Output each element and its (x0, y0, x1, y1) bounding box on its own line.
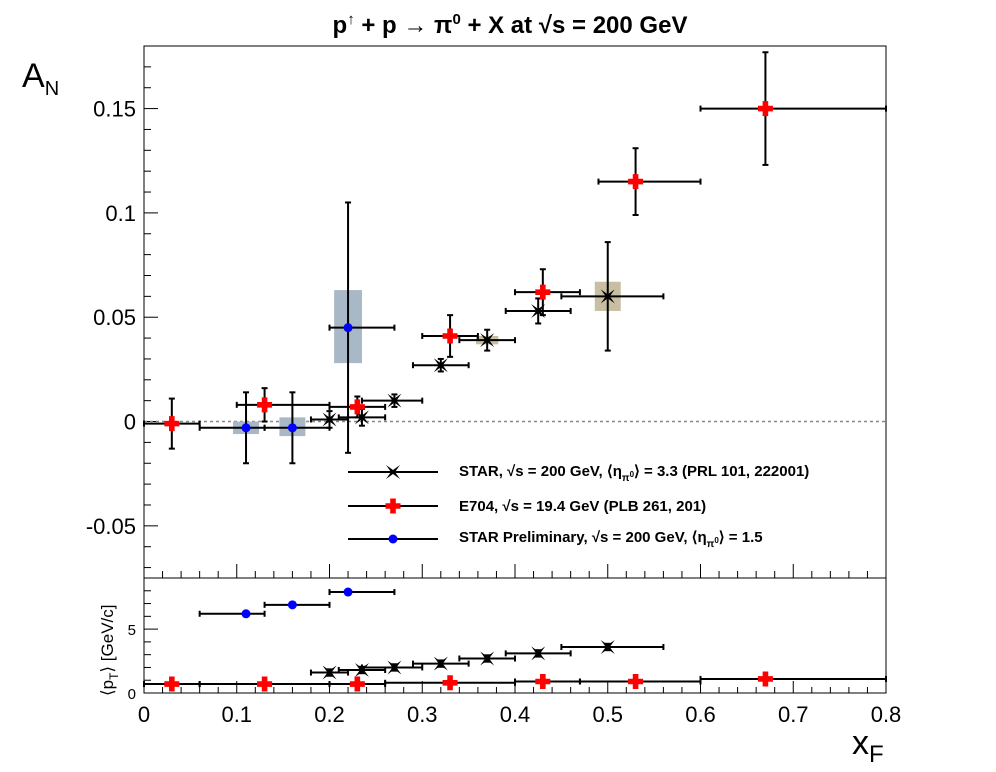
top-ytick-label: 0.1 (105, 201, 136, 226)
legend-marker-prelim (388, 534, 398, 544)
top-ytick-label: 0 (124, 410, 136, 435)
top-ytick-label: -0.05 (86, 514, 136, 539)
bottom-ytick-label: 0 (128, 686, 136, 703)
marker-cross (349, 399, 365, 415)
marker-star (600, 289, 615, 304)
marker-star (480, 333, 495, 348)
legend-star-a: STAR, √s = 200 GeV, ⟨η (459, 463, 622, 480)
marker-circle (287, 423, 297, 433)
bottom-ytick-label: 5 (128, 622, 136, 639)
legend-prelim-subsup: 0 (714, 536, 719, 545)
xaxis-title-sub: F (869, 741, 884, 768)
marker-cross (164, 416, 180, 432)
marker-cross (257, 397, 273, 413)
bottom-xtick-label: 0.4 (500, 702, 531, 727)
marker-cross (628, 674, 644, 689)
pt-sub: T (107, 672, 121, 680)
marker-circle (241, 609, 251, 619)
bottom-xtick-label: 0 (138, 702, 150, 727)
bottom-xtick-label: 0.8 (871, 702, 902, 727)
bottom-xtick-label: 0.2 (314, 702, 345, 727)
title-end: + X at (461, 12, 539, 39)
legend-label-star: STAR, √s = 200 GeV, ⟨ηπ0⟩ = 3.3 (PRL 101… (459, 463, 809, 484)
bottom-axis-ticks: 0 0.1 0.2 0.3 0.4 0.5 0.6 0.7 0.8 0 5 (128, 577, 902, 727)
marker-circle (343, 323, 353, 333)
bottom-xtick-label: 0.7 (778, 702, 809, 727)
marker-cross (442, 328, 458, 344)
legend-marker-e704 (385, 498, 401, 514)
bottom-yaxis-title: ⟨pT⟩ [GeV/c] (98, 605, 121, 696)
title-zero: 0 (452, 11, 460, 28)
marker-star (386, 465, 400, 479)
marker-cross (349, 676, 365, 692)
top-ytick-label: 0.15 (93, 97, 136, 122)
legend-prelim-sub: π (707, 539, 715, 550)
legend-star-subsup: 0 (630, 470, 635, 479)
title-p: p (333, 12, 348, 39)
title-tail: = 200 GeV (565, 12, 687, 39)
chart-title: p↑ + p → π0 + X at √s = 200 GeV (333, 11, 688, 39)
top-ytick-label: 0.05 (93, 305, 136, 330)
legend-star-sub: π (622, 473, 630, 484)
top-axis-ticks: -0.05 0 0.05 0.1 0.15 (86, 45, 887, 578)
marker-cross (164, 676, 180, 692)
bottom-xtick-label: 0.1 (221, 702, 252, 727)
marker-cross (757, 101, 773, 117)
title-arrow: ↑ (347, 11, 355, 28)
legend-marker-star (386, 465, 400, 479)
yaxis-title: AN (22, 57, 59, 100)
marker-cross (442, 675, 458, 691)
pt-open: ⟨p (98, 680, 117, 696)
marker-circle (343, 587, 353, 597)
legend-prelim-a: STAR Preliminary, √s = 200 GeV, ⟨η (459, 529, 707, 546)
top-systematic-boxes (233, 281, 621, 437)
legend-prelim-b: ⟩ = 1.5 (719, 529, 763, 546)
top-data-points (143, 51, 887, 465)
bottom-xtick-label: 0.6 (685, 702, 716, 727)
marker-cross (385, 498, 401, 514)
bottom-xtick-label: 0.3 (407, 702, 438, 727)
pt-close: ⟩ [GeV/c] (98, 605, 117, 673)
bottom-xtick-label: 0.5 (592, 702, 623, 727)
yaxis-title-main: A (22, 57, 45, 95)
legend-label-e704: E704, √s = 19.4 GeV (PLB 261, 201) (459, 498, 706, 515)
marker-circle (287, 600, 297, 610)
marker-cross (535, 674, 551, 689)
marker-star (600, 640, 615, 654)
yaxis-title-sub: N (45, 78, 59, 100)
marker-cross (535, 284, 551, 300)
marker-cross (257, 676, 273, 692)
xaxis-title-main: x (852, 724, 869, 762)
legend: STAR, √s = 200 GeV, ⟨ηπ0⟩ = 3.3 (PRL 101… (348, 463, 809, 550)
title-sqrt: √s (539, 12, 566, 39)
marker-cross (757, 671, 773, 687)
legend-star-b: ⟩ = 3.3 (PRL 101, 222001) (634, 463, 809, 480)
marker-cross (628, 174, 644, 190)
legend-label-prelim: STAR Preliminary, √s = 200 GeV, ⟨ηπ0⟩ = … (459, 529, 763, 550)
bottom-panel-frame (143, 577, 887, 694)
marker-star (387, 393, 402, 408)
xaxis-title: xF (852, 724, 884, 768)
marker-star (387, 660, 402, 675)
marker-circle (241, 423, 251, 433)
title-mid: + p → π (355, 12, 453, 39)
marker-star (322, 665, 337, 680)
marker-star (433, 656, 448, 671)
marker-star (433, 358, 448, 373)
bottom-data-points (143, 587, 887, 692)
marker-circle (388, 534, 398, 544)
marker-star (531, 646, 546, 661)
marker-star (480, 651, 495, 666)
marker-star (322, 412, 337, 427)
